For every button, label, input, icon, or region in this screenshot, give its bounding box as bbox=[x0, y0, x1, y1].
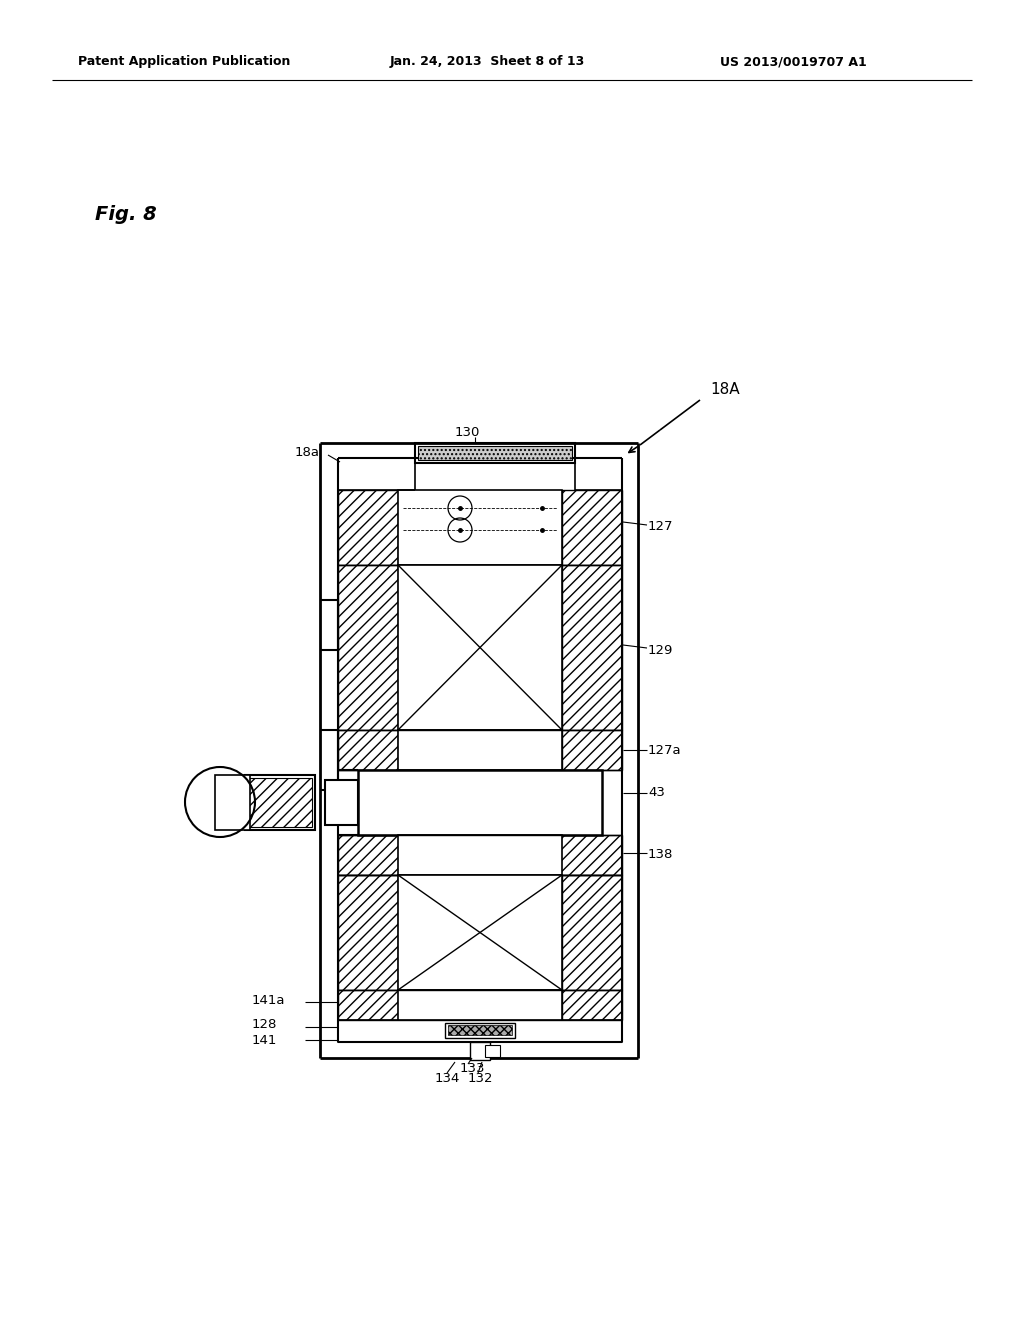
Text: 133: 133 bbox=[460, 1061, 485, 1074]
Text: US 2013/0019707 A1: US 2013/0019707 A1 bbox=[720, 55, 866, 69]
Bar bbox=[485, 1045, 500, 1057]
Text: Jan. 24, 2013  Sheet 8 of 13: Jan. 24, 2013 Sheet 8 of 13 bbox=[390, 55, 586, 69]
Text: 128: 128 bbox=[252, 1019, 278, 1031]
Bar bbox=[562, 990, 622, 1020]
Bar bbox=[562, 565, 622, 730]
Text: 18A: 18A bbox=[710, 383, 739, 397]
Text: 130: 130 bbox=[455, 425, 480, 438]
Text: 18a: 18a bbox=[295, 446, 319, 458]
Bar bbox=[398, 565, 562, 730]
Text: 141a: 141a bbox=[252, 994, 286, 1006]
Bar bbox=[562, 875, 622, 990]
Text: 129: 129 bbox=[648, 644, 674, 656]
Bar bbox=[338, 1020, 622, 1041]
Bar bbox=[358, 770, 602, 836]
Bar bbox=[398, 990, 562, 1020]
Bar bbox=[398, 836, 562, 875]
Text: 134: 134 bbox=[435, 1072, 461, 1085]
Bar bbox=[562, 730, 622, 770]
Text: 127a: 127a bbox=[648, 743, 682, 756]
Bar bbox=[449, 1026, 512, 1035]
Bar bbox=[398, 490, 562, 565]
Bar bbox=[562, 490, 622, 565]
Text: Fig. 8: Fig. 8 bbox=[95, 206, 157, 224]
Bar bbox=[470, 1041, 490, 1060]
Bar bbox=[415, 444, 575, 463]
Text: Patent Application Publication: Patent Application Publication bbox=[78, 55, 291, 69]
Bar bbox=[338, 565, 398, 730]
Bar bbox=[245, 775, 315, 830]
Bar bbox=[338, 730, 398, 770]
Bar bbox=[445, 1023, 515, 1038]
Bar bbox=[398, 730, 562, 770]
Text: 132: 132 bbox=[468, 1072, 494, 1085]
Bar bbox=[325, 780, 358, 825]
Text: 141: 141 bbox=[252, 1034, 278, 1047]
Bar bbox=[418, 446, 572, 459]
Bar bbox=[338, 836, 622, 875]
Bar bbox=[215, 775, 250, 830]
Bar bbox=[398, 875, 562, 990]
Bar bbox=[338, 875, 398, 990]
Text: 43: 43 bbox=[648, 787, 665, 800]
Bar bbox=[248, 777, 312, 828]
Text: 138: 138 bbox=[648, 849, 674, 862]
Bar bbox=[338, 490, 398, 565]
Bar bbox=[338, 990, 398, 1020]
Text: 127: 127 bbox=[648, 520, 674, 533]
